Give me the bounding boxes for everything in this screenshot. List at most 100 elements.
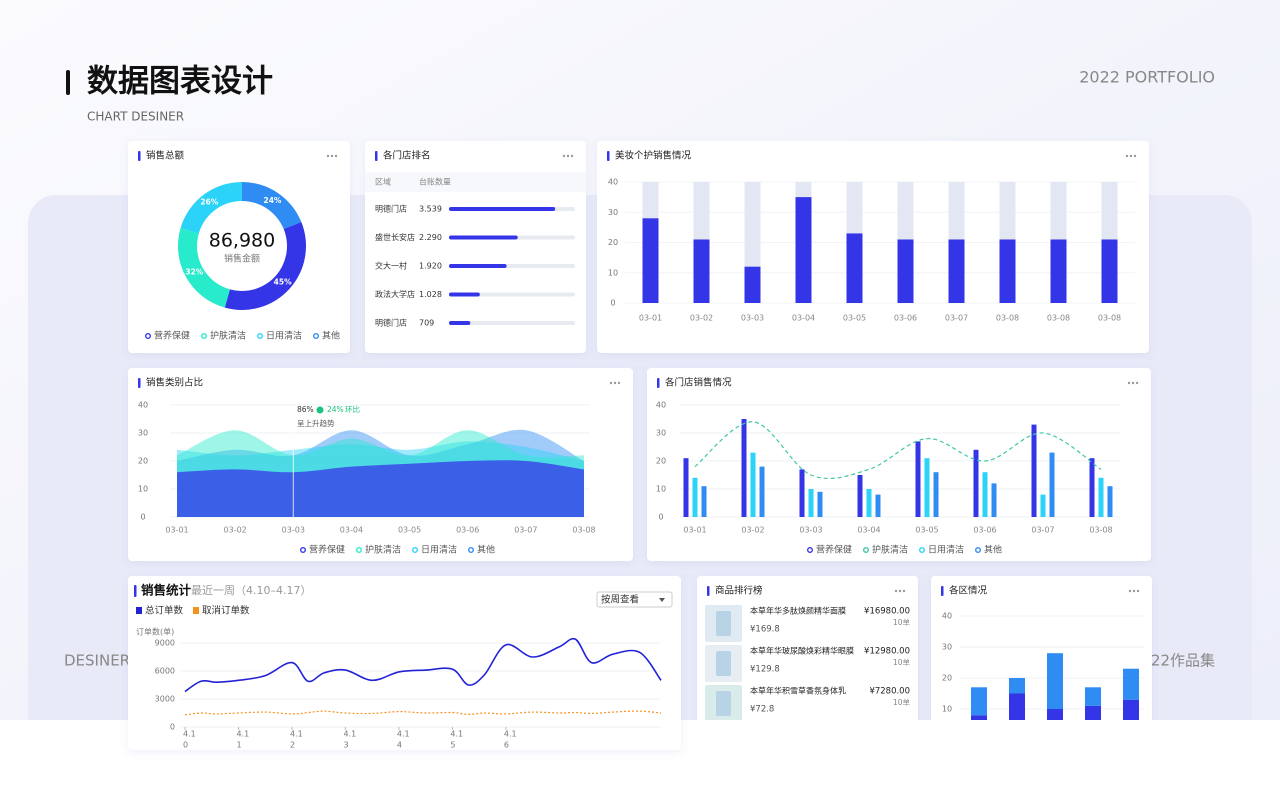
x-tick-label: 0 xyxy=(183,741,188,750)
bar-segment xyxy=(1009,678,1025,694)
y-tick-label: 9000 xyxy=(155,639,175,648)
bar xyxy=(799,469,805,517)
bar xyxy=(915,441,921,517)
menu-dot xyxy=(1127,381,1131,385)
x-tick-label: 03-05 xyxy=(398,526,421,535)
y-tick-label: 10 xyxy=(942,705,952,714)
x-tick-label: 03-01 xyxy=(165,526,188,535)
y-tick-label: 30 xyxy=(138,429,148,438)
product-orders: 10单 xyxy=(893,617,911,627)
menu-dot xyxy=(562,154,566,158)
card-title: 商品排行榜 xyxy=(715,585,763,597)
menu-dot xyxy=(894,589,898,593)
legend-label: 护肤清洁 xyxy=(365,544,401,556)
bar xyxy=(759,466,765,517)
x-tick-date: 4.1 xyxy=(450,730,463,739)
y-tick-label: 0 xyxy=(170,723,175,732)
y-tick-label: 20 xyxy=(138,457,148,466)
bar xyxy=(1040,494,1046,517)
bar xyxy=(449,264,507,268)
bar xyxy=(1031,424,1037,517)
x-tick-label: 03-04 xyxy=(340,526,363,535)
menu-dot xyxy=(1132,589,1136,593)
x-tick-label: 03-06 xyxy=(894,314,917,323)
y-tick-label: 30 xyxy=(656,429,666,438)
x-tick-label: 03-08 xyxy=(996,314,1019,323)
legend-label: 营养保健 xyxy=(154,330,190,342)
bar xyxy=(449,235,518,240)
donut-segment xyxy=(224,222,306,310)
product-image-detail xyxy=(716,611,731,636)
legend-marker xyxy=(356,547,363,554)
donut-segment xyxy=(242,182,302,230)
legend-label: 其他 xyxy=(477,544,495,556)
legend-marker xyxy=(863,547,870,554)
card-title: 各区情况 xyxy=(949,585,988,597)
bar-segment xyxy=(971,687,987,716)
annotation-note: 呈上升趋势 xyxy=(297,418,335,428)
x-tick-label: 03-06 xyxy=(973,526,996,535)
column-header: 区域 xyxy=(375,177,391,187)
bar-track xyxy=(449,292,575,297)
product-image-detail xyxy=(716,651,731,676)
x-tick-label: 3 xyxy=(343,741,348,750)
legend-marker xyxy=(807,547,814,554)
y-tick-label: 20 xyxy=(608,238,618,247)
donut-value-label: 26% xyxy=(200,197,218,206)
x-tick-label: 03-07 xyxy=(1031,526,1054,535)
y-tick-label: 20 xyxy=(656,457,666,466)
card-title-marker xyxy=(657,378,660,388)
x-tick-date: 4.1 xyxy=(504,730,517,739)
x-tick-label: 03-06 xyxy=(456,526,479,535)
x-tick-label: 03-01 xyxy=(683,526,706,535)
y-tick-label: 30 xyxy=(942,643,952,652)
bar-segment xyxy=(1123,668,1139,700)
card-title: 美妆个护销售情况 xyxy=(615,150,692,162)
bar xyxy=(683,458,689,517)
product-image-detail xyxy=(716,691,731,716)
card xyxy=(128,141,350,353)
bar xyxy=(948,239,965,303)
dropdown-label[interactable]: 按周查看 xyxy=(601,594,639,606)
bar xyxy=(701,486,707,517)
bar xyxy=(1049,452,1055,517)
product-price: ¥12980.00 xyxy=(864,647,910,657)
footer-left: DESINER xyxy=(64,652,130,670)
bar xyxy=(991,483,997,517)
menu-dot xyxy=(609,381,613,385)
bar xyxy=(875,494,881,517)
y-tick-label: 40 xyxy=(656,401,666,410)
card xyxy=(128,576,681,750)
product-unit-price: ¥169.8 xyxy=(750,625,780,635)
bar xyxy=(449,292,480,297)
bar-segment xyxy=(1085,687,1101,706)
x-tick-label: 2 xyxy=(290,741,295,750)
x-tick-label: 6 xyxy=(504,741,509,750)
bar xyxy=(1098,477,1104,517)
page-title: 数据图表设计 xyxy=(87,64,273,100)
bar xyxy=(817,491,823,517)
trend-icon xyxy=(316,406,324,414)
legend-label: 日用清洁 xyxy=(421,544,457,556)
x-tick-label: 03-02 xyxy=(224,526,247,535)
bar xyxy=(692,477,698,517)
header-row xyxy=(365,172,586,192)
dropdown[interactable] xyxy=(596,591,673,608)
donut-center-label: 销售金额 xyxy=(224,253,260,265)
donut-value-label: 32% xyxy=(185,267,203,276)
legend-label: 营养保健 xyxy=(309,544,345,556)
bar xyxy=(642,218,659,303)
donut-value-label: 24% xyxy=(264,196,282,205)
bar xyxy=(933,472,939,517)
x-tick-label: 03-05 xyxy=(843,314,866,323)
value-label: 2.290 xyxy=(419,233,442,242)
column-header: 台账数量 xyxy=(419,177,451,187)
card-title: 各门店排名 xyxy=(383,150,431,162)
donut-segment xyxy=(180,182,242,234)
legend-marker xyxy=(919,547,926,554)
legend-label: 护肤清洁 xyxy=(210,330,246,342)
donut-center-value: 86,980 xyxy=(209,230,275,252)
card xyxy=(365,141,586,353)
